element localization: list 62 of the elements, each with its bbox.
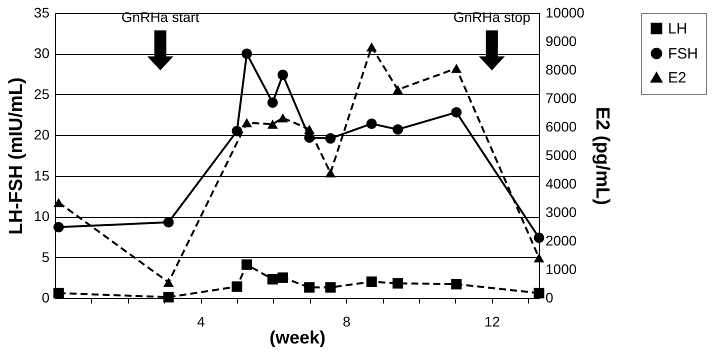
legend-label: FSH bbox=[668, 46, 698, 62]
y-tick-label: 35 bbox=[34, 4, 50, 20]
y2-tick-label: 4000 bbox=[546, 176, 577, 192]
y2-tick-label: 0 bbox=[546, 290, 554, 306]
point bbox=[278, 70, 288, 80]
y2-tick-label: 5000 bbox=[546, 147, 577, 163]
point bbox=[163, 217, 174, 228]
point bbox=[242, 48, 252, 59]
point bbox=[242, 118, 252, 128]
point bbox=[534, 232, 544, 243]
y2-tick-label: 8000 bbox=[546, 62, 577, 78]
point bbox=[242, 259, 252, 270]
point bbox=[163, 278, 174, 287]
y-tick-label: 0 bbox=[42, 290, 50, 306]
y2-tick-label: 2000 bbox=[546, 232, 577, 248]
point bbox=[304, 124, 315, 134]
point bbox=[53, 288, 64, 298]
point bbox=[451, 278, 462, 290]
point bbox=[304, 282, 315, 293]
y-tick-label: 20 bbox=[34, 126, 50, 143]
x-axis-title: (week) bbox=[269, 328, 326, 348]
y-tick-label: 5 bbox=[42, 248, 50, 265]
point bbox=[232, 281, 242, 292]
y2-tick-label: 3000 bbox=[546, 204, 577, 220]
point bbox=[325, 168, 336, 178]
legend-label: LH bbox=[668, 20, 688, 38]
x-tick-label: 12 bbox=[484, 314, 500, 330]
point bbox=[278, 113, 288, 122]
y2-tick-label: 7000 bbox=[546, 90, 577, 106]
x-tick-label: 8 bbox=[342, 314, 351, 330]
point bbox=[53, 222, 64, 232]
y2-axis-title: E2 (pg/mL) bbox=[591, 106, 612, 206]
point bbox=[267, 97, 278, 108]
y-tick-label: 30 bbox=[34, 45, 50, 62]
y-tick-label: 15 bbox=[34, 167, 50, 184]
point bbox=[325, 282, 336, 293]
point bbox=[392, 85, 404, 94]
point bbox=[278, 272, 288, 283]
point bbox=[325, 133, 336, 144]
y2-tick-label: 10000 bbox=[546, 4, 585, 20]
point bbox=[534, 253, 544, 262]
point bbox=[451, 64, 462, 73]
y-tick-label: 10 bbox=[34, 208, 50, 224]
y2-tick-label: 6000 bbox=[546, 118, 577, 134]
point bbox=[267, 274, 278, 285]
legend-label: E2 bbox=[668, 70, 686, 86]
point bbox=[53, 198, 64, 208]
point bbox=[232, 126, 242, 136]
point bbox=[366, 118, 377, 129]
point bbox=[392, 124, 404, 135]
y-axis-title: LH-FSH (mIU/mL) bbox=[6, 77, 27, 235]
point bbox=[267, 120, 278, 129]
point bbox=[451, 107, 462, 118]
point bbox=[392, 278, 404, 289]
point bbox=[366, 276, 377, 287]
point bbox=[366, 42, 377, 52]
x-tick-label: 4 bbox=[197, 314, 206, 330]
point bbox=[163, 292, 174, 302]
y2-tick-label: 1000 bbox=[546, 261, 577, 277]
point bbox=[534, 288, 544, 298]
y2-tick-label: 9000 bbox=[546, 33, 577, 49]
y-tick-label: 25 bbox=[34, 86, 50, 102]
